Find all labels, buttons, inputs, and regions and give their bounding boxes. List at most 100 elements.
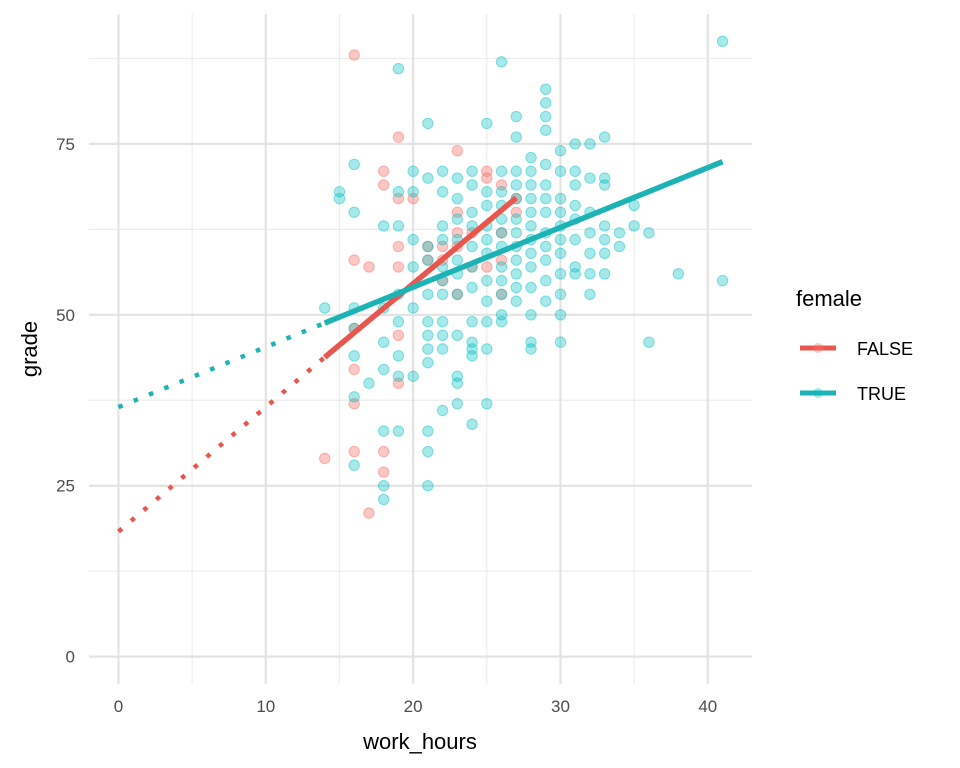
- data-point-true: [451, 370, 464, 383]
- x-tick-label: 40: [698, 697, 717, 716]
- data-point-true: [525, 247, 537, 259]
- legend-key-point-true: [813, 388, 823, 398]
- data-point-true: [377, 363, 390, 376]
- legend-title: female: [796, 286, 862, 311]
- data-point-false: [481, 172, 493, 184]
- data-point-false: [363, 261, 375, 273]
- data-point-true: [451, 288, 464, 301]
- data-point-true: [481, 117, 493, 130]
- data-point-true: [495, 261, 508, 273]
- data-point-true: [510, 227, 522, 239]
- data-point-true: [407, 233, 419, 246]
- data-point-true: [569, 138, 581, 150]
- data-point-true: [451, 329, 464, 342]
- data-point-true: [716, 35, 729, 48]
- data-point-true: [643, 227, 655, 239]
- data-point-true: [422, 117, 434, 130]
- data-point-true: [540, 192, 552, 205]
- data-point-true: [348, 391, 360, 403]
- data-point-false: [510, 206, 522, 218]
- data-point-true: [466, 206, 478, 218]
- y-tick-label: 75: [56, 135, 75, 154]
- data-point-true: [584, 268, 596, 280]
- data-point-true: [598, 233, 611, 246]
- data-point-true: [451, 172, 464, 184]
- data-point-true: [451, 192, 464, 205]
- data-point-true: [554, 309, 567, 321]
- data-point-true: [598, 247, 611, 259]
- data-point-true: [407, 261, 419, 273]
- data-point-true: [540, 274, 552, 287]
- data-point-false: [319, 452, 331, 465]
- data-point-true: [510, 254, 522, 266]
- data-point-true: [466, 418, 478, 430]
- data-point-false: [348, 397, 360, 410]
- data-point-true: [525, 206, 537, 218]
- data-point-true: [672, 268, 685, 280]
- data-point-true: [348, 459, 360, 471]
- data-points: [319, 35, 729, 519]
- x-tick-label: 0: [114, 697, 123, 716]
- data-point-true: [584, 247, 596, 259]
- y-axis-title: grade: [17, 321, 42, 377]
- data-point-true: [392, 62, 405, 75]
- fit-line-solid-true: [323, 159, 724, 326]
- data-point-true: [333, 186, 346, 198]
- data-point-false: [377, 179, 390, 191]
- data-point-true: [451, 397, 464, 410]
- data-point-true: [613, 227, 626, 239]
- legend-key-point-false: [813, 343, 823, 353]
- data-point-false: [407, 192, 419, 205]
- data-point-true: [451, 254, 464, 266]
- data-point-true: [481, 397, 493, 410]
- data-point-true: [495, 56, 508, 68]
- data-point-true: [422, 329, 434, 342]
- minor-gridlines: [89, 14, 752, 684]
- data-point-true: [481, 199, 493, 212]
- data-point-true: [554, 192, 567, 205]
- data-point-true: [584, 172, 596, 184]
- data-point-true: [510, 295, 522, 307]
- legend-label-false: FALSE: [857, 339, 913, 359]
- data-point-true: [540, 83, 552, 95]
- data-point-false: [377, 466, 390, 478]
- legend-label-true: TRUE: [857, 384, 906, 404]
- data-point-false: [392, 131, 405, 143]
- data-point-true: [436, 288, 449, 301]
- data-point-true: [377, 220, 390, 232]
- data-point-true: [495, 309, 508, 321]
- data-point-true: [540, 124, 552, 136]
- fit-line-solid-false: [322, 195, 519, 360]
- data-point-true: [407, 302, 419, 314]
- x-axis-tick-labels: 0 10 20 30 40: [114, 697, 718, 716]
- fit-lines: [117, 159, 724, 534]
- data-point-true: [569, 233, 581, 246]
- data-point-false: [451, 288, 464, 301]
- data-point-true: [422, 356, 434, 369]
- data-point-true: [495, 213, 508, 225]
- data-point-true: [569, 268, 581, 280]
- data-point-true: [525, 192, 537, 205]
- data-point-true: [525, 261, 537, 273]
- data-point-true: [348, 350, 360, 362]
- legend-item-false: FALSE: [800, 339, 913, 359]
- data-point-true: [510, 268, 522, 280]
- data-point-true: [554, 247, 567, 259]
- data-point-false: [363, 507, 375, 519]
- data-point-true: [525, 220, 537, 232]
- data-point-false: [392, 329, 405, 342]
- data-point-false: [392, 261, 405, 273]
- data-point-true: [466, 336, 478, 348]
- data-point-true: [554, 206, 567, 218]
- data-point-false: [392, 240, 405, 253]
- data-point-false: [495, 179, 508, 191]
- data-point-true: [348, 158, 360, 171]
- data-point-true: [613, 240, 626, 253]
- data-point-true: [466, 240, 478, 253]
- data-point-true: [598, 172, 611, 184]
- data-point-true: [540, 158, 552, 171]
- data-point-true: [495, 186, 508, 198]
- data-point-false: [436, 240, 449, 253]
- data-point-true: [540, 206, 552, 218]
- data-point-true: [481, 315, 493, 328]
